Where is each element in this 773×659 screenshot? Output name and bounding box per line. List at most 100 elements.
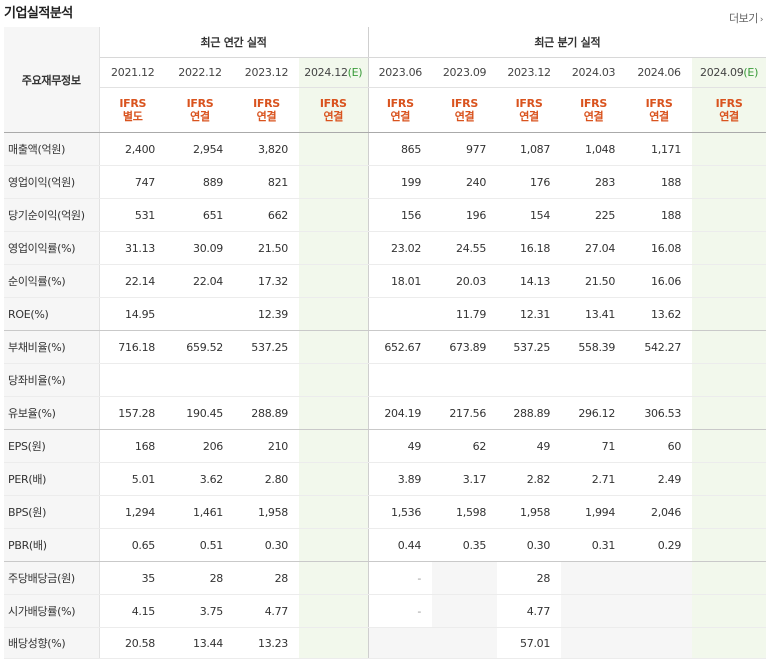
period-label: 2024.12 [304,66,348,79]
ifrs-basis-link[interactable]: IFRS 연결 [451,97,478,123]
quarter-value-cell: 1,171 [626,132,693,166]
ifrs-basis-link[interactable]: IFRS 연결 [716,97,743,123]
quarter-value-cell: 0.44 [367,528,433,562]
annual-value-cell: 716.18 [99,330,166,364]
row-label: 영업이익률(%) [4,231,100,265]
quarter-value-cell: 18.01 [367,264,433,298]
quarterly-group-header: 최근 분기 실적 [367,27,767,58]
quarter-value-cell [432,561,498,595]
annual-period-header: 2021.12 [99,57,166,88]
period-label: 2021.12 [111,66,155,79]
quarter-value-cell: 199 [367,165,433,199]
ifrs-basis-link[interactable]: IFRS 별도 [119,97,146,123]
quarter-value-cell: 20.03 [432,264,498,298]
quarter-value-cell: 154 [497,198,562,232]
section-title: 기업실적분석 [4,6,73,21]
quarter-value-cell: - [367,594,433,628]
quarter-value-cell: 1,994 [561,495,627,529]
row-label: 주당배당금(원) [4,561,100,595]
quarter-period-header: 2024.09(E) [692,57,767,88]
annual-value-cell: 17.32 [234,264,299,298]
quarter-value-cell: 188 [626,198,693,232]
ifrs-basis-link[interactable]: IFRS 연결 [253,97,280,123]
row-label: 배당성향(%) [4,627,100,659]
table-row: 순이익률(%) 22.14 22.04 17.32 18.01 20.03 14.13 21.… [4,264,767,298]
ifrs-basis-link[interactable]: IFRS 연결 [580,97,607,123]
quarter-value-cell: 0.31 [561,528,627,562]
row-label: 영업이익(억원) [4,165,100,199]
annual-value-cell: 821 [234,165,299,199]
annual-value-cell: 21.50 [234,231,299,265]
basis-type: 별도 [122,110,143,123]
quarter-value-cell [692,528,767,562]
basis-type: 연결 [390,110,411,123]
table-row: 시가배당률(%) 4.15 3.75 4.77-4.77 [4,594,767,628]
table-row: ROE(%) 14.95 12.39 11.79 12.31 13.41 13.62 [4,297,767,331]
ifrs-basis-link[interactable]: IFRS 연결 [387,97,414,123]
quarter-value-cell: 1,958 [497,495,562,529]
accounting-basis-header: IFRS 연결 [497,87,562,133]
row-label: 당좌비율(%) [4,363,100,397]
annual-value-cell: 5.01 [99,462,166,496]
ifrs-basis-link[interactable]: IFRS 연결 [516,97,543,123]
annual-value-cell [299,561,369,595]
table-row: 부채비율(%) 716.18 659.52 537.25 652.67 673.89 537… [4,330,767,364]
quarter-value-cell: 23.02 [367,231,433,265]
quarter-value-cell [432,363,498,397]
ifrs-basis-link[interactable]: IFRS 연결 [646,97,673,123]
annual-value-cell: 13.44 [166,627,234,659]
annual-value-cell: 4.77 [234,594,299,628]
basis-type: 연결 [519,110,539,123]
quarter-period-header: 2023.06 [367,57,433,88]
period-label: 2024.09 [700,66,744,79]
quarter-period-header: 2023.12 [497,57,562,88]
basis-standard: IFRS [715,97,743,110]
quarter-value-cell: 306.53 [626,396,693,430]
annual-value-cell: 0.65 [99,528,166,562]
quarter-value-cell [692,396,767,430]
basis-standard: IFRS [186,97,214,110]
basis-type: 연결 [323,110,344,123]
ifrs-basis-link[interactable]: IFRS 연결 [187,97,214,123]
table-row: BPS(원) 1,294 1,461 1,958 1,536 1,598 1,958 1,99… [4,495,767,529]
quarter-value-cell [561,363,627,397]
quarter-value-cell: 49 [497,429,562,463]
annual-value-cell [299,495,369,529]
annual-value-cell [166,297,234,331]
annual-value-cell: 206 [166,429,234,463]
basis-standard: IFRS [451,97,478,110]
row-label: BPS(원) [4,495,100,529]
annual-value-cell: 190.45 [166,396,234,430]
quarter-value-cell: 16.18 [497,231,562,265]
annual-value-cell [166,363,234,397]
quarter-value-cell: 225 [561,198,627,232]
accounting-basis-header: IFRS 별도 [99,87,166,133]
annual-value-cell [299,528,369,562]
table-row: 배당성향(%) 20.58 13.44 13.23 57.01 [4,627,767,659]
quarter-value-cell: 542.27 [626,330,693,364]
quarter-value-cell [692,330,767,364]
quarter-value-cell: 60 [626,429,693,463]
accounting-basis-header: IFRS 연결 [626,87,693,133]
quarter-value-cell: 196 [432,198,498,232]
annual-value-cell: 3,820 [234,132,299,166]
quarter-value-cell: 2,046 [626,495,693,529]
period-label: 2024.06 [637,66,681,79]
annual-value-cell: 537.25 [234,330,299,364]
table-row: PER(배) 5.01 3.62 2.80 3.89 3.17 2.82 2.71 2.49 [4,462,767,496]
quarter-value-cell: 217.56 [432,396,498,430]
quarter-value-cell [367,363,433,397]
more-label: 더보기 [729,12,758,25]
quarter-value-cell: 0.30 [497,528,562,562]
row-label: ROE(%) [4,297,100,331]
annual-value-cell [299,396,369,430]
table-row: 당기순이익(억원) 531 651 662 156 196 154 225 188 [4,198,767,232]
table-row: PBR(배) 0.65 0.51 0.30 0.44 0.35 0.30 0.31 0.29 [4,528,767,562]
ifrs-basis-link[interactable]: IFRS 연결 [320,97,347,123]
quarter-value-cell [432,594,498,628]
annual-value-cell: 3.75 [166,594,234,628]
more-link[interactable]: 더보기 › [729,10,764,26]
quarter-value-cell [692,363,767,397]
quarter-value-cell [692,462,767,496]
annual-value-cell [99,363,166,397]
